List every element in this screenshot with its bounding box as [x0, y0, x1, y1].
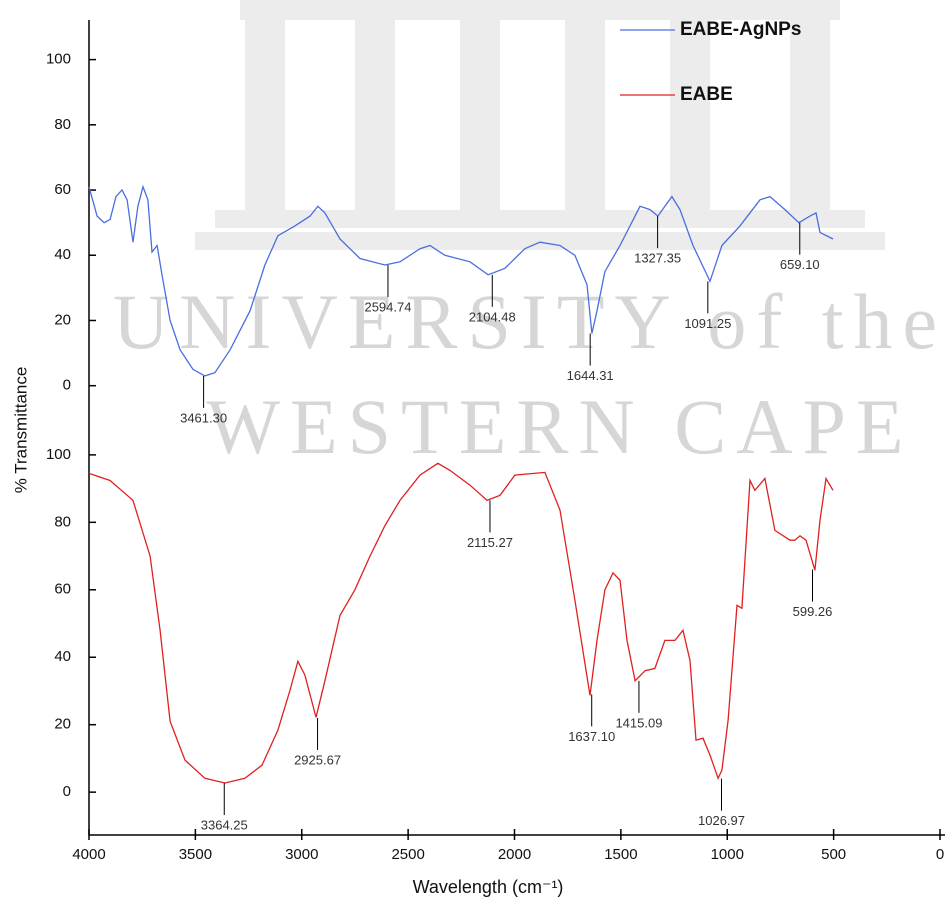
column	[460, 20, 500, 210]
x-tick-label: 3500	[179, 846, 212, 863]
watermark-text: UNIVERSITY of the	[113, 278, 945, 365]
annotation-label: 2925.67	[294, 752, 341, 767]
annotation-label: 1415.09	[615, 715, 662, 730]
x-tick-label: 1000	[711, 846, 744, 863]
building-roof	[240, 0, 840, 20]
x-tick-label: 500	[821, 846, 846, 863]
legend-label: EABE-AgNPs	[680, 19, 801, 40]
x-tick-label: 0	[936, 846, 944, 863]
y-tick-label: 0	[63, 377, 71, 394]
annotation-label: 1091.25	[684, 316, 731, 331]
x-tick-label: 1500	[604, 846, 637, 863]
annotation-label: 1637.10	[568, 729, 615, 744]
annotation-label: 1026.97	[698, 813, 745, 828]
y-tick-label: 80	[54, 116, 71, 133]
y-tick-label: 60	[54, 581, 71, 598]
legend-label: EABE	[680, 84, 733, 105]
y-tick-label: 60	[54, 181, 71, 198]
y-tick-label: 100	[46, 446, 71, 463]
y-axis-title: % Transmittance	[11, 367, 30, 494]
annotation-label: 2104.48	[469, 309, 516, 324]
x-tick-label: 2500	[391, 846, 424, 863]
column	[245, 20, 285, 210]
x-tick-label: 4000	[72, 846, 105, 863]
annotation-label: 2115.27	[467, 535, 513, 550]
annotation-label: 659.10	[780, 257, 820, 272]
y-tick-label: 20	[54, 716, 71, 733]
x-axis-title: Wavelength (cm⁻¹)	[413, 877, 564, 897]
y-tick-label: 40	[54, 648, 71, 665]
chart: UNIVERSITY of the WESTERN CAPE Wavelengt…	[0, 0, 945, 903]
y-tick-label: 40	[54, 246, 71, 263]
annotation-label: 3461.30	[180, 410, 227, 425]
annotation-label: 1327.35	[634, 251, 681, 266]
annotation-label: 3364.25	[201, 817, 248, 832]
watermark-text: WESTERN CAPE	[206, 383, 913, 470]
column	[790, 20, 830, 210]
y-tick-label: 100	[46, 51, 71, 68]
building-step	[195, 232, 885, 250]
y-tick-label: 20	[54, 311, 71, 328]
annotation-label: 599.26	[793, 604, 833, 619]
annotation-label: 2594.74	[364, 299, 411, 314]
x-tick-label: 3000	[285, 846, 318, 863]
column	[670, 20, 710, 210]
line-series	[89, 463, 833, 783]
x-tick-label: 2000	[498, 846, 531, 863]
column	[565, 20, 605, 210]
y-tick-label: 0	[63, 783, 71, 800]
y-tick-label: 80	[54, 513, 71, 530]
annotation-label: 1644.31	[567, 368, 614, 383]
column	[355, 20, 395, 210]
